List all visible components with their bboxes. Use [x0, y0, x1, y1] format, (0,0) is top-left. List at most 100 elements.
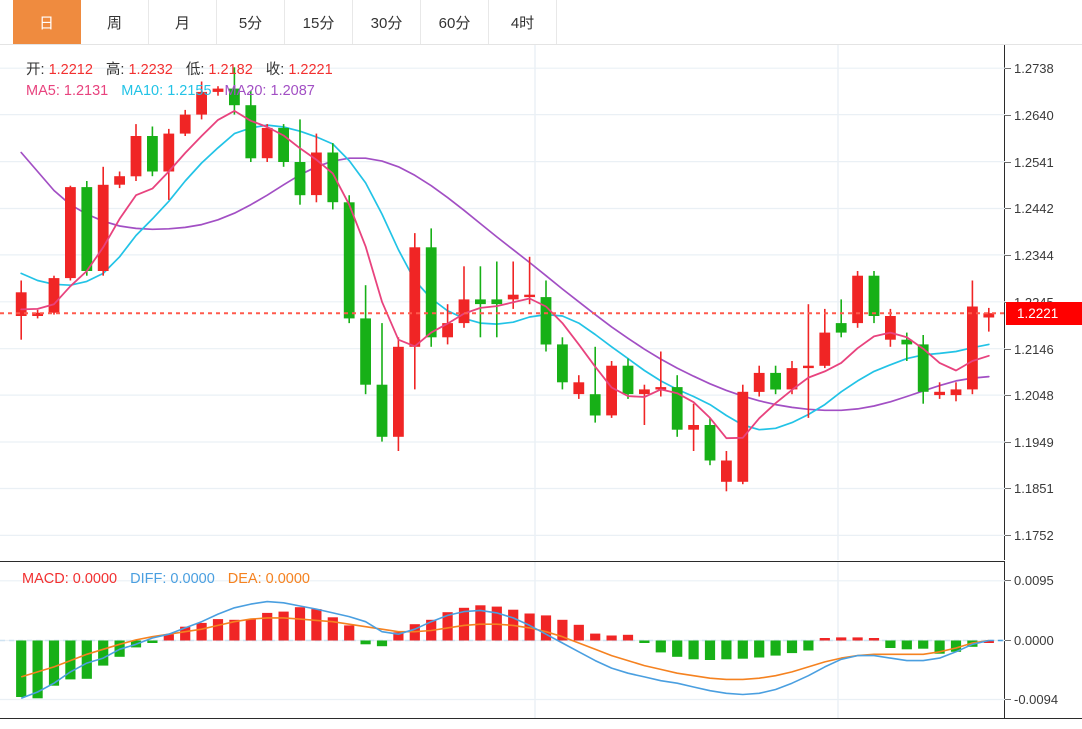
price-tick-label: 1.2344	[1014, 247, 1054, 263]
tab-label: 周	[106, 14, 122, 32]
macd-histogram-bar	[311, 609, 322, 641]
macd-legend: MACD: 0.0000 DIFF: 0.0000 DEA: 0.0000	[22, 569, 323, 589]
macd-plot	[0, 562, 1005, 719]
tab-1[interactable]: 日	[13, 0, 81, 44]
candle-body	[819, 332, 831, 366]
macd-histogram-bar	[885, 640, 896, 648]
macd-histogram-bar	[754, 640, 765, 658]
ohlc-close-label-group: 收: 1.2221	[266, 62, 333, 78]
tab-label: 5分	[238, 14, 263, 32]
macd-histogram-bar	[573, 624, 584, 641]
candle-body	[704, 425, 716, 461]
candle-body	[261, 127, 273, 159]
ohlc-low-value: 1.2182	[208, 62, 253, 78]
price-tick-label: 1.2442	[1014, 201, 1054, 217]
macd-histogram-bar	[934, 640, 945, 654]
tab-4[interactable]: 5分	[217, 0, 285, 44]
macd-histogram-bar	[524, 613, 535, 641]
macd-histogram-bar	[622, 634, 634, 641]
price-tick-label: 1.1949	[1014, 435, 1054, 451]
macd-histogram-bar	[655, 640, 666, 653]
dea-line	[20, 617, 989, 681]
diff-line	[20, 600, 989, 700]
candle-body	[753, 372, 765, 392]
ma5-line	[20, 110, 990, 440]
price-tick-mark	[1005, 114, 1011, 116]
candle-body	[721, 460, 732, 482]
macd-histogram-bar	[442, 612, 453, 641]
macd-histogram-bar	[868, 638, 880, 641]
current-price-badge: 1.2221	[1006, 301, 1082, 325]
ma10-label-group: MA10: 1.2155	[121, 83, 211, 99]
ma10-label: MA10:	[121, 83, 164, 99]
ohlc-open-value: 1.2212	[48, 62, 93, 78]
macd-histogram-bar	[475, 605, 486, 641]
tab-label: 日	[38, 14, 54, 32]
macd-tick-label: 0.0095	[1014, 572, 1054, 588]
price-tick-label: 1.2146	[1014, 341, 1054, 357]
ohlc-open-label: 开:	[26, 62, 45, 78]
macd-histogram-bar	[672, 640, 683, 657]
candlestick-plot	[0, 45, 1005, 560]
candle-layer	[15, 67, 995, 492]
tab-label: 15分	[302, 14, 335, 32]
candle-body	[245, 105, 257, 159]
macd-chart-panel[interactable]	[0, 561, 1005, 719]
tab-bar-filler	[557, 0, 1082, 44]
macd-histogram-bar	[590, 633, 601, 641]
candle-body	[48, 278, 60, 313]
tab-3[interactable]: 月	[149, 0, 217, 44]
macd-tick-mark	[1005, 579, 1011, 581]
candle-body	[163, 133, 175, 172]
price-tick-label: 1.2541	[1014, 154, 1054, 170]
ohlc-legend: 开: 1.2212 高: 1.2232 低: 1.2182 收: 1.2221	[26, 60, 346, 80]
price-tick-label: 1.2640	[1014, 107, 1054, 123]
ohlc-high-label-group: 高: 1.2232	[106, 62, 173, 78]
ma5-label-group: MA5: 1.2131	[26, 83, 108, 99]
dea-label: DEA:	[227, 571, 262, 587]
candle-body	[81, 187, 93, 271]
ohlc-close-label: 收:	[265, 62, 285, 78]
tab-label: 4时	[510, 14, 535, 32]
candle-body	[524, 294, 535, 298]
price-tick-mark	[1005, 488, 1011, 490]
macd-label-group: MACD: 0.0000	[22, 571, 117, 587]
candle-body	[835, 323, 847, 333]
candle-body	[671, 387, 683, 430]
bottom-divider	[0, 718, 1082, 719]
macd-histogram-bar	[704, 640, 716, 660]
candle-body	[622, 365, 634, 395]
macd-histogram-bar	[803, 640, 814, 651]
candle-body	[557, 344, 568, 383]
ohlc-high-label: 高:	[105, 62, 125, 78]
diff-value: 0.0000	[170, 571, 215, 587]
macd-histogram-bar	[688, 640, 699, 660]
tab-6[interactable]: 30分	[353, 0, 421, 44]
price-chart-panel[interactable]	[0, 45, 1005, 560]
candle-body	[868, 275, 880, 316]
candle-body	[491, 299, 503, 305]
tab-8[interactable]: 4时	[489, 0, 557, 44]
candle-body	[803, 365, 814, 369]
tab-2[interactable]: 周	[81, 0, 149, 44]
price-tick-mark	[1005, 161, 1011, 163]
candle-body	[32, 312, 43, 316]
tab-7[interactable]: 60分	[421, 0, 489, 44]
candle-body	[15, 292, 27, 316]
candle-body	[917, 344, 929, 392]
candle-body	[885, 316, 896, 340]
macd-axis: 0.0095 0.0000 -0.0094	[1005, 561, 1082, 718]
macd-histogram-bar	[737, 640, 748, 659]
price-tick-label: 1.2738	[1014, 61, 1054, 77]
ma10-line	[20, 124, 990, 431]
tab-5[interactable]: 15分	[285, 0, 353, 44]
candle-body	[458, 299, 470, 324]
candle-body	[179, 114, 191, 134]
macd-tick-mark	[1005, 698, 1011, 700]
ohlc-open-label-group: 开: 1.2212	[26, 62, 93, 78]
candle-body	[147, 136, 158, 172]
macd-label: MACD:	[22, 571, 69, 587]
price-tick-mark	[1005, 442, 1011, 444]
macd-histogram-bar	[180, 626, 191, 641]
